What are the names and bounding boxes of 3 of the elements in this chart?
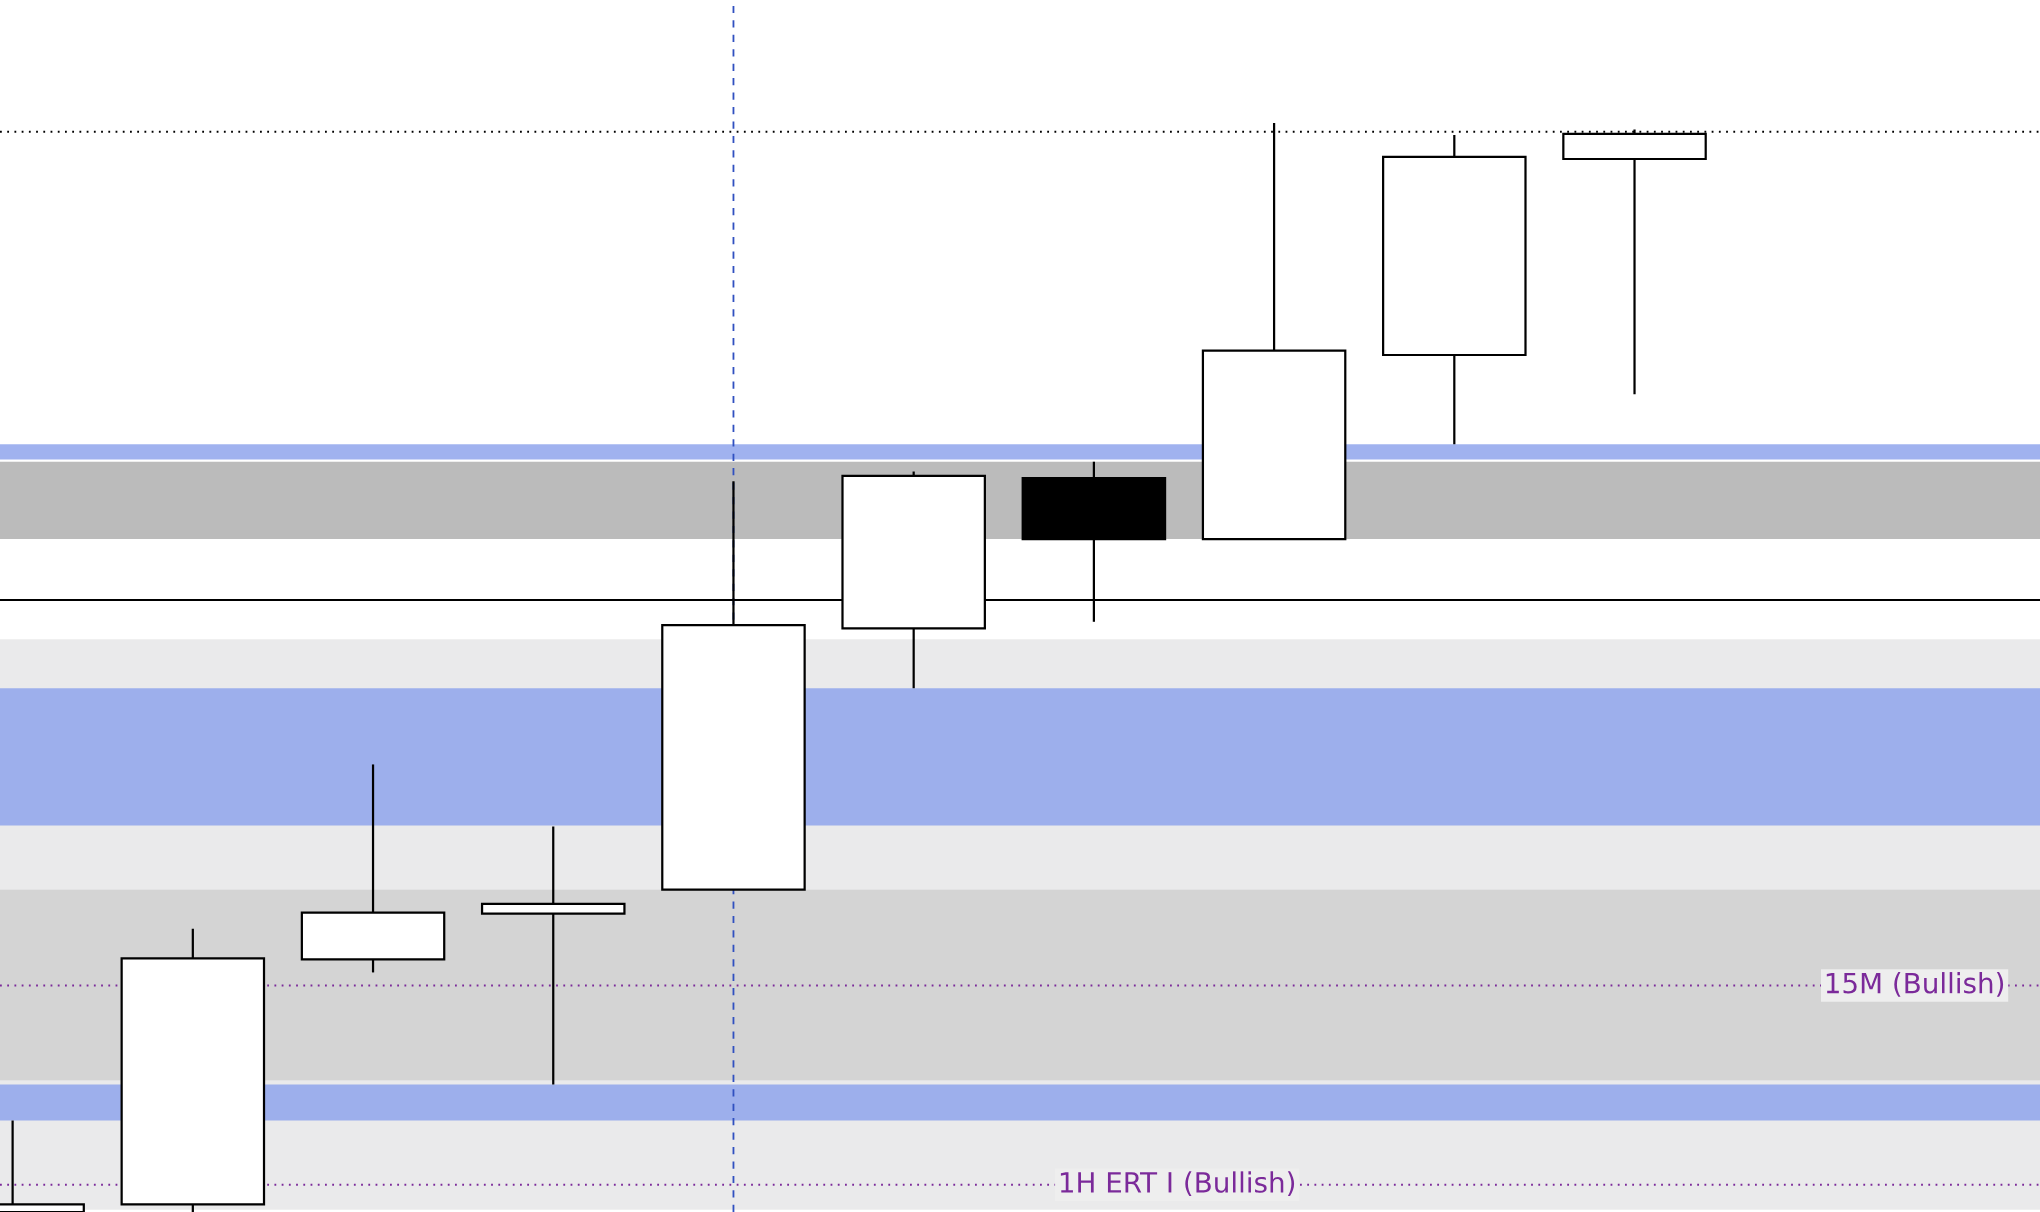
candlestick (480, 825, 626, 1086)
ref-line-label: 1H ERT I (Bullish) (1060, 1171, 1295, 1197)
ref-line-label: 15M (Bullish) (1826, 972, 2004, 997)
